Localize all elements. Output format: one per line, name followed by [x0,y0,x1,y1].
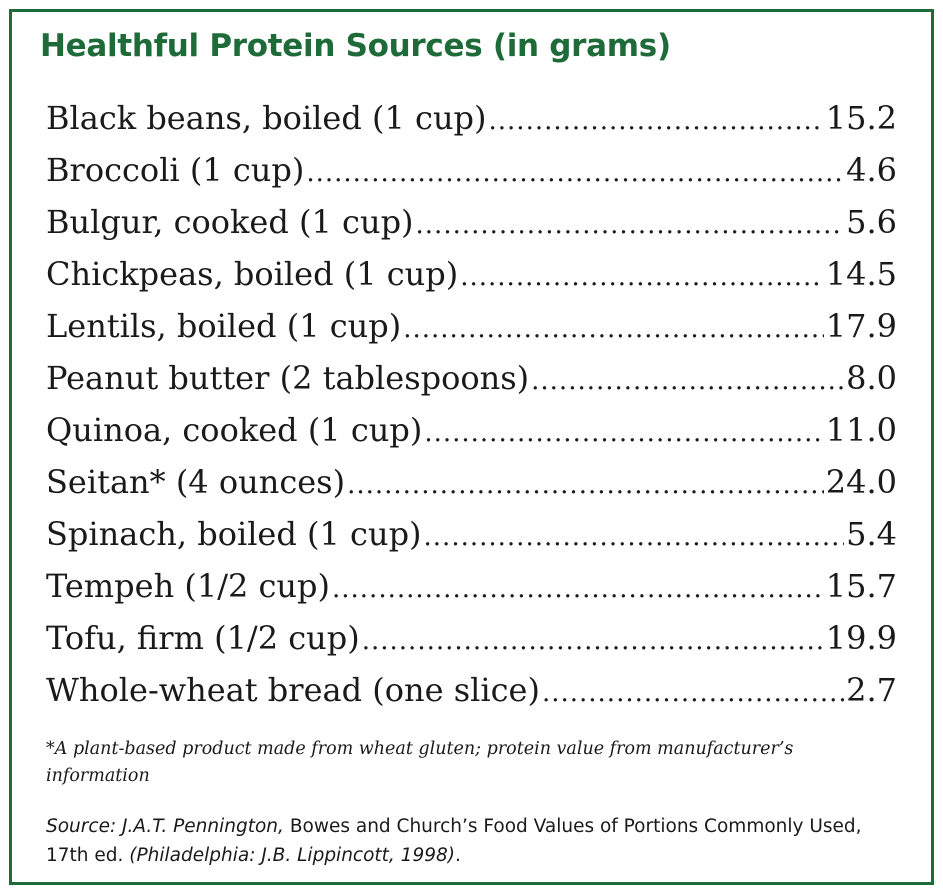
food-name: Bulgur, cooked (1 cup) [46,203,414,241]
food-name: Broccoli (1 cup) [46,151,305,189]
dot-leader [362,615,824,664]
table-title: Healthful Protein Sources (in grams) [40,28,671,64]
source-citation: Source: J.A.T. Pennington, Bowes and Chu… [46,812,904,870]
protein-grams: 5.6 [846,203,897,241]
list-item: Whole-wheat bread (one slice) 2.7 [46,664,897,716]
list-item: Bulgur, cooked (1 cup) 5.6 [46,196,897,248]
protein-list: Black beans, boiled (1 cup) 15.2 Broccoli … [46,92,897,716]
protein-grams: 15.2 [825,99,897,137]
list-item: Black beans, boiled (1 cup) 15.2 [46,92,897,144]
food-name: Chickpeas, boiled (1 cup) [46,255,459,293]
protein-grams: 19.9 [825,619,897,657]
dot-leader [424,511,845,560]
protein-grams: 17.9 [825,307,897,345]
food-name: Quinoa, cooked (1 cup) [46,411,423,449]
dot-leader [531,355,844,404]
dot-leader [403,303,824,352]
source-prefix: Source: J.A.T. Pennington, [46,816,284,837]
source-end: . [454,845,461,866]
list-item: Peanut butter (2 tablespoons) 8.0 [46,352,897,404]
food-name: Whole-wheat bread (one slice) [46,671,540,709]
list-item: Chickpeas, boiled (1 cup) 14.5 [46,248,897,300]
protein-grams: 2.7 [846,671,897,709]
list-item: Spinach, boiled (1 cup) 5.4 [46,508,897,560]
food-name: Black beans, boiled (1 cup) [46,99,487,137]
dot-leader [306,147,844,196]
dot-leader [347,459,824,508]
protein-grams: 5.4 [846,515,897,553]
source-book-title: Bowes and Church’s Food Values of Portio… [46,816,862,866]
list-item: Tempeh (1/2 cup) 15.7 [46,560,897,612]
list-item: Broccoli (1 cup) 4.6 [46,144,897,196]
food-name: Lentils, boiled (1 cup) [46,307,402,345]
protein-grams: 24.0 [825,463,897,501]
food-name: Spinach, boiled (1 cup) [46,515,422,553]
food-name: Peanut butter (2 tablespoons) [46,359,530,397]
dot-leader [489,95,824,144]
protein-grams: 15.7 [825,567,897,605]
food-name: Tofu, firm (1/2 cup) [46,619,360,657]
dot-leader [542,667,844,716]
protein-grams: 8.0 [846,359,897,397]
dot-leader [416,199,845,248]
source-publisher: (Philadelphia: J.B. Lippincott, 1998) [129,845,455,866]
protein-grams: 4.6 [846,151,897,189]
food-name: Tempeh (1/2 cup) [46,567,330,605]
list-item: Seitan* (4 ounces) 24.0 [46,456,897,508]
list-item: Lentils, boiled (1 cup) 17.9 [46,300,897,352]
protein-grams: 11.0 [825,411,897,449]
footnote: *A plant-based product made from wheat g… [46,739,794,786]
list-item: Tofu, firm (1/2 cup) 19.9 [46,612,897,664]
dot-leader [332,563,824,612]
dot-leader [460,251,824,300]
protein-grams: 14.5 [825,255,897,293]
protein-table-box: Healthful Protein Sources (in grams) Bla… [9,9,934,885]
list-item: Quinoa, cooked (1 cup) 11.0 [46,404,897,456]
dot-leader [424,407,823,456]
food-name: Seitan* (4 ounces) [46,463,346,501]
